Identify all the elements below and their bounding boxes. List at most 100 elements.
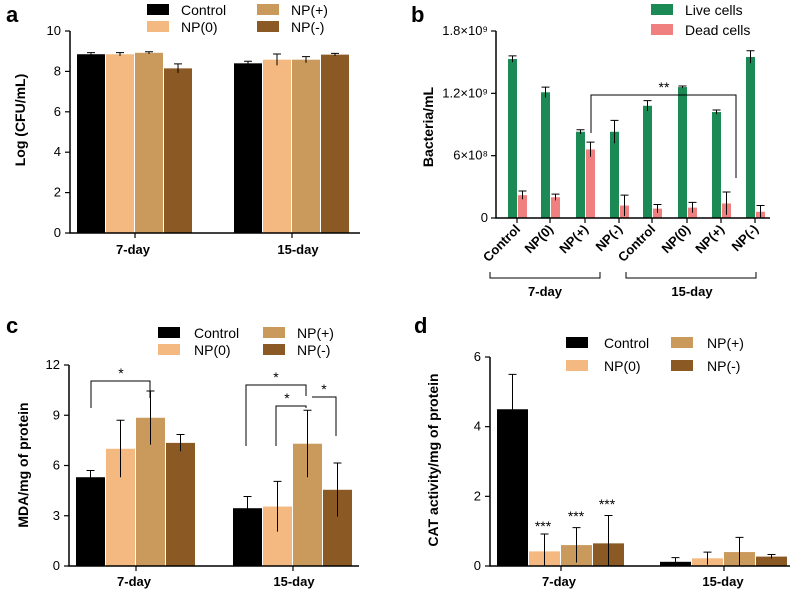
legend-swatch-np-0 xyxy=(566,360,588,371)
bar-npminus-7-day xyxy=(164,68,192,234)
error-bar xyxy=(643,100,652,111)
panel-a-ylabel: Log (CFU/mL) xyxy=(12,74,28,167)
panel-a-letter: a xyxy=(6,2,19,27)
error-bar xyxy=(331,52,339,56)
panel-a-bars xyxy=(77,51,349,234)
y-tick-label: 6 xyxy=(474,349,481,364)
y-tick-label: 3 xyxy=(53,508,60,523)
legend-swatch-live xyxy=(651,4,673,15)
panel-d-significance: *** *** *** xyxy=(535,496,616,534)
y-tick-label: 0 xyxy=(481,210,488,225)
bar-live-NP(-)-7-day xyxy=(610,131,619,218)
y-tick-label: 2 xyxy=(474,488,481,503)
axis-lines xyxy=(489,357,790,567)
error-bar xyxy=(703,551,712,565)
x-tick-label: Control xyxy=(615,222,658,265)
error-bar xyxy=(671,557,680,566)
y-tick-label: 9 xyxy=(53,407,60,422)
bar-np0-7-day xyxy=(106,54,134,234)
panel-c-letter: c xyxy=(6,313,18,338)
x-tick-label: NP(0) xyxy=(659,222,694,257)
panel-d-ylabel: CAT activity/mg of protein xyxy=(425,373,441,546)
y-tick-label: 0 xyxy=(474,558,481,573)
error-bar xyxy=(722,191,731,215)
y-tick-label: 1.8×10⁹ xyxy=(442,23,488,38)
legend-label-np-minus: NP(-) xyxy=(707,358,740,374)
error-bar xyxy=(243,495,252,520)
error-bar xyxy=(576,129,585,134)
error-bar xyxy=(302,56,310,63)
error-bar xyxy=(303,409,312,478)
legend-label-control: Control xyxy=(604,335,649,351)
error-bar xyxy=(586,141,595,157)
panel-d-annotation-2: *** xyxy=(568,508,585,524)
axis-lines xyxy=(495,31,770,219)
legend-swatch-np-minus xyxy=(263,344,285,355)
error-bar xyxy=(746,50,755,64)
legend-label-np-minus: NP(-) xyxy=(291,19,324,35)
bar-np0-15-day xyxy=(263,59,291,234)
panel-b-group-brackets: 7-day 15-day xyxy=(489,272,757,299)
legend-label-np-plus: NP(+) xyxy=(297,325,334,341)
x-tick-label: NP(-) xyxy=(729,222,762,255)
error-bar xyxy=(572,527,581,563)
panel-b-group-15-day: 15-day xyxy=(671,284,713,299)
panel-a-axes: 0 2 4 6 8 10 xyxy=(47,23,360,240)
bar-npplus-7-day xyxy=(135,52,163,233)
legend-label-live: Live cells xyxy=(685,2,743,18)
bar-dead-NP(+)-7-day xyxy=(586,149,595,218)
panel-b-group-7-day: 7-day xyxy=(528,284,563,299)
y-tick-label: 0 xyxy=(54,225,61,240)
bar-live-Control-15-day xyxy=(643,105,652,218)
panel-c-annotation-4: * xyxy=(321,381,327,397)
panel-c-ylabel: MDA/mg of protein xyxy=(15,402,31,527)
panel-b-letter: b xyxy=(411,2,424,27)
panel-c-cat-7-day: 7-day xyxy=(117,574,152,589)
legend-swatch-np-minus xyxy=(671,360,693,371)
panel-c-bracket-2 xyxy=(245,384,307,446)
y-tick-label: 6 xyxy=(54,104,61,119)
panel-a-cat-7-day: 7-day xyxy=(116,242,151,257)
x-tick-label: NP(0) xyxy=(522,222,557,257)
error-bar xyxy=(610,119,619,144)
panel-b-bracket xyxy=(590,94,737,178)
error-bar xyxy=(508,373,517,445)
y-tick-label: 4 xyxy=(474,419,481,434)
legend-swatch-np-plus xyxy=(263,327,285,338)
panel-b-group-line-7 xyxy=(489,272,601,279)
panel-d-cat-7-day: 7-day xyxy=(542,574,577,589)
panel-d-cat-15-day: 15-day xyxy=(702,574,744,589)
bar-live-NP(0)-7-day xyxy=(541,92,550,218)
x-tick-label: NP(+) xyxy=(692,222,727,257)
panel-c-cat-15-day: 15-day xyxy=(273,574,315,589)
legend-label-np-0: NP(0) xyxy=(604,358,641,374)
error-bar xyxy=(604,514,613,566)
bar-live-NP(-)-15-day xyxy=(746,56,755,218)
panel-b-group-line-15 xyxy=(625,272,757,279)
panel-a-cat-15-day: 15-day xyxy=(277,242,319,257)
panel-c-legend: Control NP(+) NP(0) NP(-) xyxy=(158,325,334,358)
bar-control-15-day xyxy=(234,63,262,233)
legend-swatch-control xyxy=(147,4,169,15)
legend-swatch-dead xyxy=(651,24,673,35)
panel-d-bars xyxy=(497,373,787,566)
error-bar xyxy=(678,85,687,89)
bar-dead-NP(0)-7-day xyxy=(551,197,560,218)
error-bar xyxy=(518,190,527,200)
error-bar xyxy=(712,109,721,115)
bar-live-Control-7-day xyxy=(508,59,517,218)
legend-label-np-minus: NP(-) xyxy=(297,342,330,358)
legend-label-np-0: NP(0) xyxy=(194,342,231,358)
panel-c-annotation-1: * xyxy=(118,365,124,381)
error-bar xyxy=(688,201,697,213)
error-bar xyxy=(735,536,744,566)
y-tick-label: 4 xyxy=(54,144,61,159)
y-tick-label: 6×10⁸ xyxy=(453,148,488,163)
panel-b-significance: ** xyxy=(590,79,737,178)
panel-c: c MDA/mg of protein Control NP(+) NP(0) … xyxy=(6,313,359,589)
bar-dead-Control-7-day xyxy=(518,195,527,218)
panel-b-legend: Live cells Dead cells xyxy=(651,2,750,38)
panel-b-bars xyxy=(508,50,765,218)
bar-live-NP(0)-15-day xyxy=(678,87,687,218)
